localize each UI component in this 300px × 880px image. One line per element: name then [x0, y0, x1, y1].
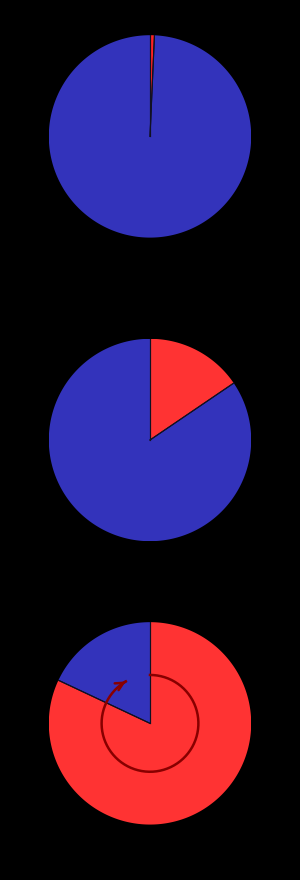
Polygon shape	[49, 35, 251, 238]
Polygon shape	[58, 622, 150, 723]
Polygon shape	[150, 35, 154, 136]
Polygon shape	[150, 339, 234, 440]
Polygon shape	[49, 622, 251, 825]
Polygon shape	[49, 339, 251, 541]
